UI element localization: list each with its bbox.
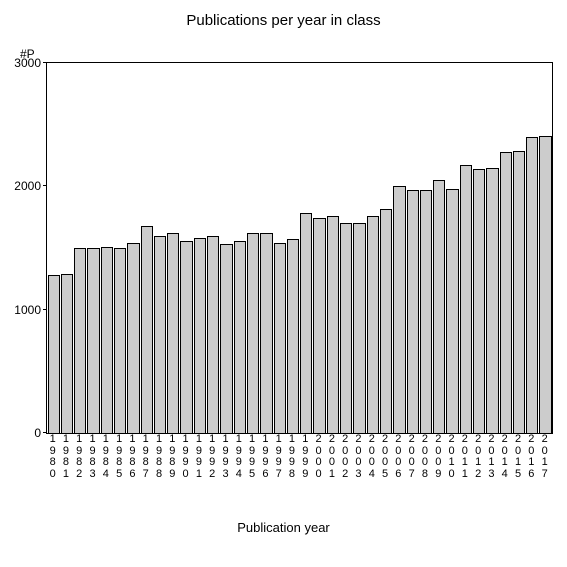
bar (420, 190, 432, 433)
chart-title: Publications per year in class (0, 12, 567, 29)
plot-area: 0100020003000 (46, 62, 553, 434)
bar (500, 152, 512, 433)
x-tick-label: 2005 (378, 434, 391, 480)
x-tick-label: 2001 (325, 434, 338, 480)
bar (340, 223, 352, 433)
bar (141, 226, 153, 433)
x-labels-row: 1980198119821983198419851986198719881989… (46, 434, 551, 480)
bar (407, 190, 419, 433)
x-tick-label: 1997 (272, 434, 285, 480)
x-tick-label: 1991 (192, 434, 205, 480)
bar (167, 233, 179, 433)
y-tick-label: 2000 (14, 179, 47, 193)
bar (127, 243, 139, 433)
bar (473, 169, 485, 433)
bar (526, 137, 538, 433)
x-tick-label: 1981 (59, 434, 72, 480)
bar (353, 223, 365, 433)
bar (393, 186, 405, 433)
bar (48, 275, 60, 433)
y-tick-mark (43, 62, 47, 63)
x-tick-label: 2009 (432, 434, 445, 480)
y-tick-mark (43, 185, 47, 186)
x-tick-label: 1984 (99, 434, 112, 480)
bar (74, 248, 86, 433)
x-tick-label: 1998 (285, 434, 298, 480)
bar (327, 216, 339, 433)
bar (433, 180, 445, 433)
x-tick-label: 2006 (392, 434, 405, 480)
bar (539, 136, 551, 433)
x-tick-label: 2012 (472, 434, 485, 480)
bar (87, 248, 99, 433)
y-tick-label: 1000 (14, 303, 47, 317)
x-tick-label: 1992 (206, 434, 219, 480)
bar (460, 165, 472, 433)
x-tick-label: 1985 (112, 434, 125, 480)
x-tick-label: 2000 (312, 434, 325, 480)
y-tick-mark (43, 432, 47, 433)
x-tick-label: 1999 (299, 434, 312, 480)
x-tick-label: 1995 (245, 434, 258, 480)
x-tick-label: 2014 (498, 434, 511, 480)
bar (367, 216, 379, 433)
x-tick-label: 1988 (152, 434, 165, 480)
x-tick-label: 2003 (352, 434, 365, 480)
x-tick-label: 2011 (458, 434, 471, 480)
bar (380, 209, 392, 433)
bar (513, 151, 525, 433)
bar (101, 247, 113, 433)
x-tick-label: 1987 (139, 434, 152, 480)
x-tick-label: 2008 (418, 434, 431, 480)
x-tick-label: 2013 (485, 434, 498, 480)
x-tick-label: 1980 (46, 434, 59, 480)
y-tick-mark (43, 309, 47, 310)
x-tick-label: 2007 (405, 434, 418, 480)
x-tick-label: 1989 (166, 434, 179, 480)
bar (274, 243, 286, 433)
bar (180, 241, 192, 433)
y-tick-label: 3000 (14, 56, 47, 70)
x-tick-label: 1982 (73, 434, 86, 480)
bars-group (47, 63, 552, 433)
bar (247, 233, 259, 433)
x-tick-label: 2017 (538, 434, 551, 480)
x-tick-label: 2010 (445, 434, 458, 480)
chart-container: Publications per year in class #P 010002… (0, 0, 567, 567)
bar (61, 274, 73, 433)
x-tick-label: 1990 (179, 434, 192, 480)
x-tick-label: 1986 (126, 434, 139, 480)
x-axis-title: Publication year (0, 520, 567, 535)
bar (114, 248, 126, 433)
x-tick-label: 1996 (259, 434, 272, 480)
bar (260, 233, 272, 433)
x-tick-label: 1994 (232, 434, 245, 480)
bar (313, 218, 325, 433)
x-tick-label: 1983 (86, 434, 99, 480)
x-tick-label: 2015 (511, 434, 524, 480)
x-tick-label: 2004 (365, 434, 378, 480)
bar (300, 213, 312, 433)
x-tick-label: 1993 (219, 434, 232, 480)
bar (486, 168, 498, 433)
x-tick-label: 2002 (339, 434, 352, 480)
bar (194, 238, 206, 433)
bar (234, 241, 246, 433)
bar (154, 236, 166, 433)
bar (287, 239, 299, 433)
x-tick-label: 2016 (525, 434, 538, 480)
bar (220, 244, 232, 433)
bar (207, 236, 219, 433)
bar (446, 189, 458, 433)
